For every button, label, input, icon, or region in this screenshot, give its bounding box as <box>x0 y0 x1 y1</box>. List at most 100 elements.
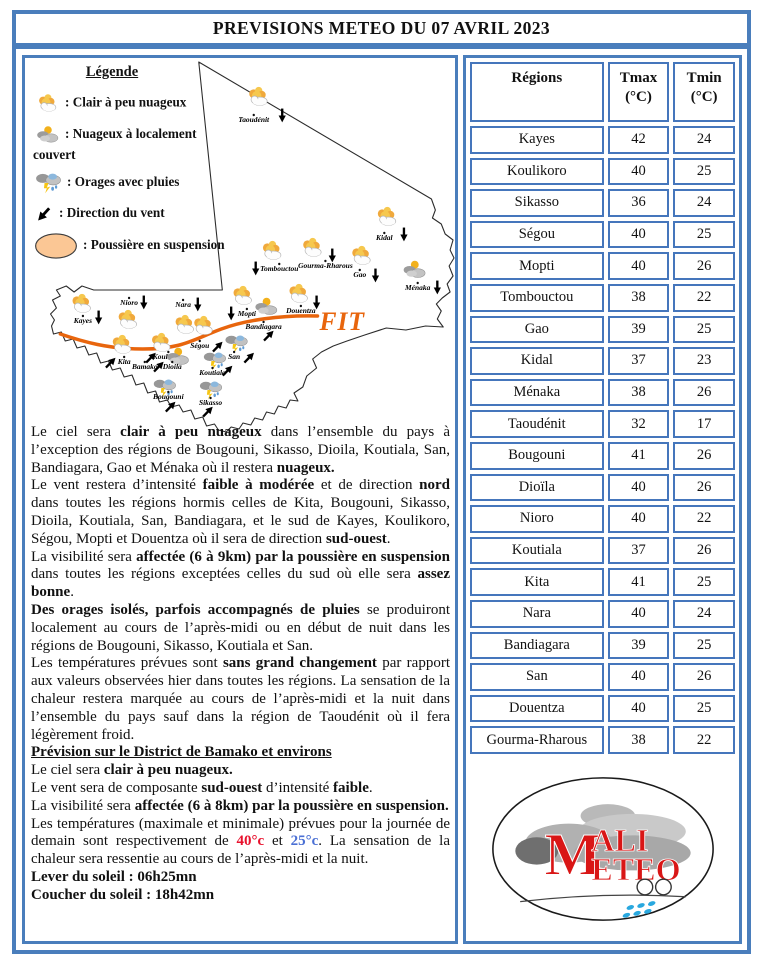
table-header-row: Régions Tmax (°C) Tmin (°C) <box>470 62 735 122</box>
tmin-cell: 25 <box>673 220 735 249</box>
tmin-cell: 26 <box>673 536 735 565</box>
region-cell: Koutiala <box>470 536 604 565</box>
tmax-cell: 40 <box>607 220 670 249</box>
forecast-text: Le ciel sera clair à peu nuageux dans l’… <box>31 424 450 905</box>
tmax-cell: 42 <box>607 126 670 154</box>
wind-arrow-icon <box>33 203 54 225</box>
city-dot <box>262 320 265 324</box>
city-label: Gourma-Rharous <box>298 261 353 270</box>
region-cell: Mopti <box>470 252 604 280</box>
forecast-paragraph: Les températures (maximale et minimale) … <box>31 815 450 868</box>
city-label: Kita <box>117 357 131 366</box>
mali-meteo-logo: M ALI ETEO <box>466 758 739 941</box>
legend: Légende : Clair à peu nuageux: Nuageux à… <box>33 64 231 267</box>
tmin-cell: 22 <box>673 283 735 312</box>
legend-items: : Clair à peu nuageux : Nuageux à localem… <box>33 91 231 260</box>
fit-line <box>58 314 320 351</box>
table-row: Nara 40 24 <box>470 599 735 628</box>
city-dot <box>252 113 255 117</box>
city-label: Bougouni <box>152 392 185 401</box>
table-header-rgions: Régions <box>470 62 604 122</box>
tmin-cell: 25 <box>673 694 735 723</box>
city-dot <box>245 307 249 311</box>
logo-rain-drops <box>622 901 655 919</box>
city-dot <box>143 360 146 364</box>
tmin-cell: 26 <box>673 663 735 691</box>
region-cell: Gourma-Rharous <box>470 726 604 754</box>
forecast-paragraph: La visibilité sera affectée (6 à 9km) pa… <box>31 548 451 601</box>
table-row: Dioïla 40 26 <box>470 473 735 502</box>
tmax-cell: 40 <box>607 663 670 691</box>
tmin-cell: 26 <box>673 252 735 280</box>
legend-item: : Poussière en suspension <box>33 232 231 260</box>
tmin-cell: 25 <box>673 631 735 660</box>
table-header-tmax: Tmax (°C) <box>607 62 670 122</box>
table-row: Mopti 40 26 <box>470 252 735 280</box>
city-label: Sikasso <box>199 398 222 407</box>
table-row: Bougouni 41 26 <box>470 441 735 470</box>
sun-cloud-icon <box>38 93 57 112</box>
tmax-cell: 38 <box>607 283 670 312</box>
bulletin-frame: PREVISIONS METEO DU 07 AVRIL 2023 FIT Ta… <box>12 10 751 954</box>
table-row: Gao 39 25 <box>470 315 735 344</box>
city-label: Tombouctou <box>260 264 298 273</box>
map-cities: Taoudénit Kidal Tombouctou Gourma-RharousGa… <box>71 86 443 421</box>
region-cell: Ménaka <box>470 378 604 407</box>
region-cell: Nioro <box>470 505 604 533</box>
table-row: Ségou 40 25 <box>470 220 735 249</box>
tmax-cell: 40 <box>607 694 670 723</box>
table-row: Sikasso 36 24 <box>470 189 735 217</box>
legend-item-label: : Direction du vent <box>59 204 165 220</box>
storm-rain-icon <box>35 172 62 194</box>
tmin-cell: 26 <box>673 378 735 407</box>
city-dot <box>81 314 85 318</box>
table-row: Tombouctou 38 22 <box>470 283 735 312</box>
tmax-cell: 40 <box>607 252 670 280</box>
temperature-table: Régions Tmax (°C) Tmin (°C) Kayes 42 24 Kouliko… <box>466 58 739 758</box>
legend-item-label: : Clair à peu nuageux <box>65 94 187 110</box>
region-cell: San <box>470 663 604 691</box>
table-row: Kidal 37 23 <box>470 347 735 375</box>
tmax-cell: 40 <box>607 505 670 533</box>
city-dot <box>324 259 327 263</box>
tmin-cell: 22 <box>673 505 735 533</box>
city-label: Gao <box>353 270 366 279</box>
logo-text-eteo: ETEO <box>591 852 680 888</box>
region-cell: Bougouni <box>470 441 604 470</box>
tmin-cell: 26 <box>673 441 735 470</box>
region-cell: Bandiagara <box>470 631 604 660</box>
forecast-paragraph: Coucher du soleil : 18h42mn <box>31 886 215 903</box>
tmax-cell: 40 <box>607 599 670 628</box>
region-cell: Tombouctou <box>470 283 604 312</box>
tmin-cell: 25 <box>673 315 735 344</box>
city-dot <box>181 298 185 302</box>
city-label: Nioro <box>119 298 138 307</box>
city-label: Koutiala <box>198 368 226 377</box>
logo-text-ali: ALI <box>591 822 648 858</box>
page-title: PREVISIONS METEO DU 07 AVRIL 2023 <box>16 14 747 49</box>
tmax-cell: 40 <box>607 473 670 502</box>
tmax-cell: 37 <box>607 347 670 375</box>
forecast-paragraph: Le vent sera de composante sud-ouest d’i… <box>31 779 373 796</box>
city-dot <box>416 281 419 285</box>
city-label: Kayes <box>73 316 92 325</box>
region-cell: Kidal <box>470 347 604 375</box>
legend-item-label: : Orages avec pluies <box>67 173 180 189</box>
city-dot <box>278 262 281 266</box>
forecast-paragraph: Les températures prévues sont sans grand… <box>31 655 450 743</box>
legend-item: : Nuageux à localement couvert <box>33 123 231 163</box>
table-row: Kayes 42 24 <box>470 126 735 154</box>
tmin-cell: 24 <box>673 599 735 628</box>
forecast-paragraph: Des orages isolés, parfois accompagnés d… <box>31 601 450 654</box>
tmax-cell: 40 <box>607 157 670 186</box>
tmax-cell: 38 <box>607 726 670 754</box>
region-cell: Dioïla <box>470 473 604 502</box>
city-label: Nara <box>174 300 191 309</box>
city-dot <box>198 339 201 343</box>
cloudy-icon <box>36 125 59 143</box>
fit-label: FIT <box>319 307 366 336</box>
city-dot <box>122 355 126 359</box>
city-dot <box>232 350 236 354</box>
city-label: Bandiagara <box>244 322 282 331</box>
city-dot <box>211 366 214 370</box>
